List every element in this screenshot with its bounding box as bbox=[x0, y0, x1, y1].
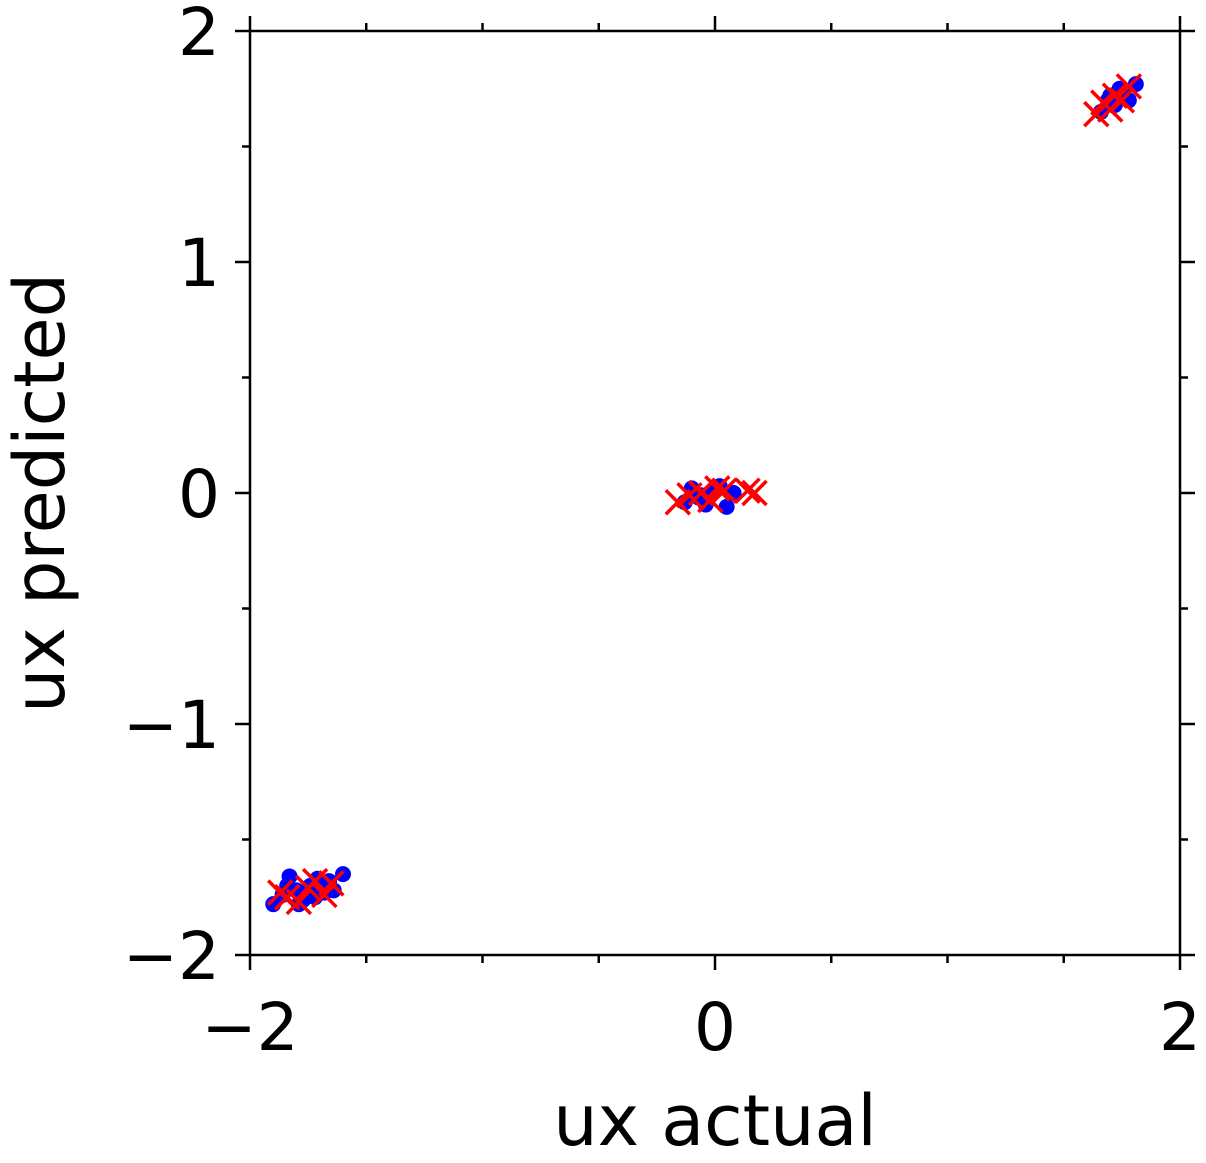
x-tick-label: −2 bbox=[201, 989, 298, 1066]
y-tick-label: 2 bbox=[178, 0, 220, 71]
y-axis-label: ux predicted bbox=[0, 273, 81, 713]
x-point bbox=[734, 477, 761, 504]
x-point bbox=[318, 870, 345, 897]
y-tick-labels: −2 −1 0 1 2 bbox=[123, 0, 220, 995]
x-point bbox=[1108, 87, 1136, 114]
y-tick-label: 1 bbox=[178, 225, 220, 302]
x-tick-labels: −2 0 2 bbox=[201, 989, 1201, 1066]
y-tick-label: −2 bbox=[123, 918, 220, 995]
major-ticks bbox=[235, 16, 1195, 970]
x-point bbox=[697, 486, 724, 514]
x-point bbox=[311, 881, 338, 909]
x-point bbox=[664, 489, 692, 516]
y-tick-label: −1 bbox=[123, 687, 220, 764]
x-point bbox=[704, 475, 731, 502]
x-axis-label: ux actual bbox=[553, 1080, 877, 1162]
series-1 bbox=[266, 73, 1143, 916]
x-point bbox=[1115, 73, 1143, 100]
x-tick-label: 2 bbox=[1159, 989, 1201, 1066]
x-point bbox=[711, 477, 738, 504]
x-tick-label: 0 bbox=[694, 989, 736, 1066]
y-tick-label: 0 bbox=[178, 456, 220, 533]
minor-ticks bbox=[242, 23, 1188, 963]
data-points bbox=[265, 73, 1144, 916]
x-point bbox=[741, 479, 768, 507]
x-point bbox=[285, 888, 313, 916]
